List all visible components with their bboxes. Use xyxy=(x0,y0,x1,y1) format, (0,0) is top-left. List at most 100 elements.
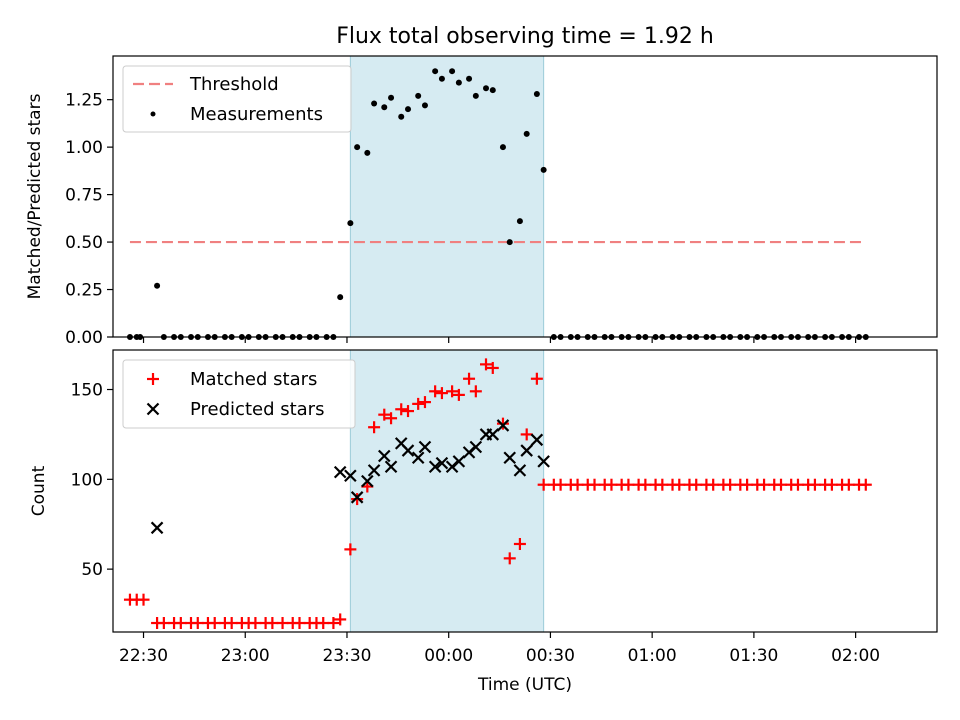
matched-stars-point xyxy=(707,478,720,491)
legend-top: Threshold Measurements xyxy=(122,65,352,133)
measurement-point xyxy=(483,85,490,92)
y-tick-label: 0.75 xyxy=(65,186,103,206)
matched-stars-point xyxy=(741,478,754,491)
measurement-point xyxy=(421,102,428,109)
legend-measurements-label: Measurements xyxy=(190,104,323,125)
matched-stars-point xyxy=(412,397,425,410)
x-axis-ticks-bottom: 22:30 23:00 23:30 00:00 00:30 01:00 01:30 02:00 xyxy=(119,632,880,666)
chart-title: Flux total observing time = 1.92 h xyxy=(336,24,714,49)
matched-stars-point xyxy=(157,617,170,630)
matched-stars-point xyxy=(225,617,238,630)
matched-stars-point xyxy=(808,478,821,491)
measurement-point xyxy=(472,92,479,99)
y-tick-label: 0.00 xyxy=(65,328,103,348)
predicted-stars-point xyxy=(344,469,357,483)
ratio-panel: 0.00 0.25 0.50 0.75 1.00 1.25 Matched/Predict… xyxy=(25,55,938,348)
predicted-stars-point xyxy=(333,465,347,479)
predicted-stars-point xyxy=(401,444,415,457)
matched-stars-point xyxy=(520,428,533,441)
matched-stars-point xyxy=(639,478,652,491)
legend-matched-swatch xyxy=(147,373,159,385)
matched-stars-point xyxy=(690,478,703,491)
x-tick-label: 01:30 xyxy=(729,646,778,666)
legend-predicted-swatch xyxy=(146,402,160,416)
measurement-point xyxy=(347,220,354,227)
predicted-stars-point xyxy=(530,433,544,447)
matched-stars-point xyxy=(429,385,442,398)
measurement-point xyxy=(415,92,422,99)
matched-stars-point xyxy=(571,478,584,491)
observing-window-shade-top xyxy=(350,56,544,337)
matched-stars-point xyxy=(435,387,448,400)
predicted-stars-point xyxy=(384,460,398,474)
matched-stars-point xyxy=(385,412,398,425)
matched-stars-point xyxy=(293,617,306,630)
y-axis-ticks-bottom: 50 100 150 xyxy=(71,381,113,580)
matched-stars-point xyxy=(588,478,601,491)
matched-stars-point xyxy=(351,493,364,506)
axes-frame-top xyxy=(112,55,938,338)
predicted-stars-point xyxy=(350,491,364,504)
predicted-stars-point xyxy=(150,521,164,535)
x-axis-ticks-top xyxy=(142,337,857,343)
matched-stars-point xyxy=(276,617,289,630)
matched-stars-point xyxy=(496,417,509,430)
measurement-point xyxy=(499,144,506,151)
y-tick-label: 1.25 xyxy=(65,91,103,111)
measurement-point xyxy=(516,218,523,225)
x-tick-label: 23:00 xyxy=(221,646,270,666)
measurement-point xyxy=(388,94,395,101)
matched-stars-point xyxy=(486,361,499,374)
predicted-stars-point xyxy=(435,456,449,470)
matched-stars-point xyxy=(344,543,357,556)
y-tick-label: 150 xyxy=(71,381,103,401)
matched-stars-point xyxy=(605,478,618,491)
measurement-point xyxy=(371,100,378,107)
matched-stars-point xyxy=(174,617,187,630)
predicted-stars-series xyxy=(150,419,550,535)
matched-stars-point xyxy=(208,617,221,630)
predicted-stars-point xyxy=(537,455,550,468)
predicted-stars-point xyxy=(513,464,527,477)
y-axis-label-top: Matched/Predicted stars xyxy=(25,93,45,299)
matched-stars-point xyxy=(334,613,347,626)
matched-stars-point xyxy=(317,617,330,630)
x-tick-label: 00:00 xyxy=(424,646,473,666)
predicted-stars-point xyxy=(486,428,500,441)
measurement-point xyxy=(438,75,445,82)
y-axis-label-bottom: Count xyxy=(29,465,49,516)
matched-stars-point xyxy=(249,617,262,630)
measurement-point xyxy=(540,166,547,173)
y-tick-label: 0.50 xyxy=(65,233,103,253)
predicted-stars-point xyxy=(411,451,425,465)
matched-stars-point xyxy=(673,478,686,491)
matched-stars-point xyxy=(452,388,465,401)
y-tick-label: 100 xyxy=(71,470,103,490)
predicted-stars-point xyxy=(418,440,432,454)
y-tick-label: 1.00 xyxy=(65,138,103,158)
legend-predicted-label: Predicted stars xyxy=(190,399,324,420)
matched-stars-point xyxy=(446,385,459,398)
predicted-stars-point xyxy=(377,449,391,463)
matched-stars-point xyxy=(191,617,204,630)
matched-stars-point xyxy=(469,385,482,398)
measurement-point xyxy=(405,106,412,113)
axes-frame-bottom xyxy=(112,349,938,633)
measurement-point xyxy=(364,149,371,156)
matched-stars-point xyxy=(513,537,526,550)
observing-window-shade-bottom xyxy=(350,350,544,632)
measurement-point xyxy=(154,282,161,289)
measurement-point xyxy=(455,79,462,86)
matched-stars-point xyxy=(656,478,669,491)
matched-stars-point xyxy=(378,408,391,421)
counts-panel: 50 100 150 22:30 23:00 23:30 00:00 00:30 01:00 0… xyxy=(29,349,938,695)
x-axis-label: Time (UTC) xyxy=(477,675,572,695)
measurement-point xyxy=(432,68,439,75)
legend-measurements-swatch xyxy=(150,111,156,117)
legend-matched-label: Matched stars xyxy=(190,369,317,390)
measurement-point xyxy=(466,75,473,82)
x-tick-label: 01:00 xyxy=(628,646,677,666)
predicted-stars-point xyxy=(469,440,483,454)
x-tick-label: 23:30 xyxy=(322,646,371,666)
